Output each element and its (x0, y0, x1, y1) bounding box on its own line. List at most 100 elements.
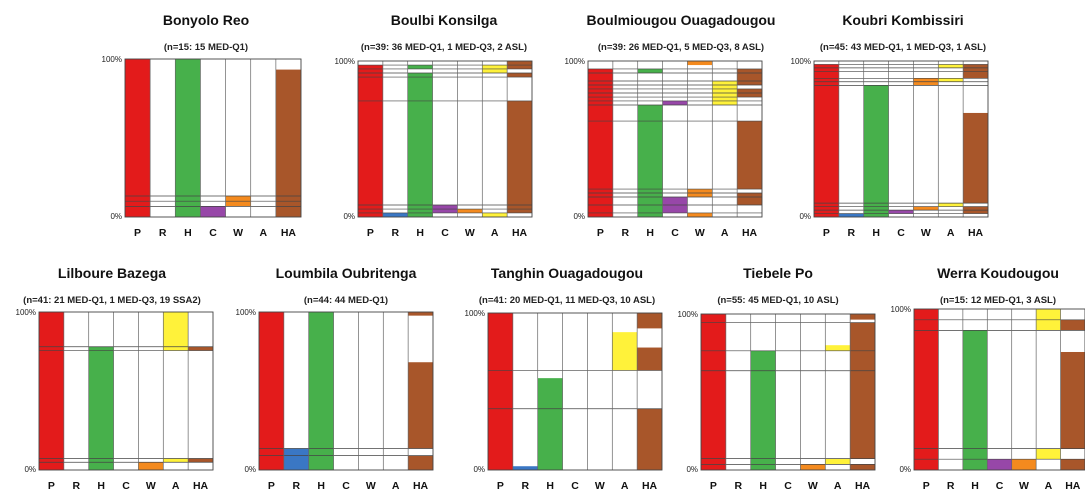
x-tick-label: W (366, 480, 376, 492)
x-tick-label: P (823, 227, 830, 239)
bar-segment-a-1 (612, 332, 638, 371)
bar-segment-a-2 (938, 78, 964, 82)
x-tick-label: C (671, 227, 679, 239)
bar-segment-r-1 (382, 212, 408, 217)
plot-frame (487, 312, 663, 471)
bar-segment-r-1 (838, 213, 864, 217)
panel-subtitle: (n=55: 45 MED-Q1, 10 ASL) (717, 295, 838, 306)
y-tick-label: 100% (791, 57, 811, 66)
bar-segment-c-1 (888, 210, 914, 214)
x-tick-label: H (646, 227, 654, 239)
bar-segment-r-1 (512, 466, 538, 470)
plot-frame (700, 313, 876, 471)
y-tick-label: 100% (465, 309, 485, 318)
bar-segment-ha-1 (637, 408, 662, 470)
x-tick-label: P (134, 227, 141, 239)
bar-segment-w-3 (687, 61, 713, 66)
bar-segment-p-1 (488, 313, 513, 470)
x-tick-label: H (759, 480, 767, 492)
bar-segment-a-1 (825, 458, 851, 465)
bar-segment-ha-3 (408, 312, 433, 316)
panel-title: Tanghin Ouagadougou (491, 265, 643, 281)
bar-segment-h-1 (750, 350, 776, 470)
y-tick-label: 100% (102, 55, 122, 64)
bar-segment-r-1 (283, 448, 309, 470)
x-tick-label: W (1019, 480, 1029, 492)
panel-6: Loumbila Oubritenga (n=44: 44 MED-Q1) 100%… (236, 265, 434, 492)
bar-segment-ha-2 (637, 347, 662, 371)
bar-segment-ha-2 (507, 73, 532, 78)
bar-segment-w-1 (800, 464, 826, 470)
y-tick-label: 0% (343, 212, 355, 221)
bar-segment-ha-3 (637, 313, 662, 329)
x-tick-label: HA (642, 480, 658, 492)
x-tick-label: P (48, 480, 55, 492)
panel-9: Werra Koudougou (n=15: 12 MED-Q1, 3 ASL) 1… (891, 265, 1085, 492)
panel-3: Boulmiougou Ouagadougou (n=39: 26 MED-Q1,… (565, 12, 776, 239)
panel-subtitle: (n=15: 12 MED-Q1, 3 ASL) (940, 295, 1056, 306)
x-tick-label: HA (281, 227, 297, 239)
panel-title: Loumbila Oubritenga (276, 265, 417, 281)
x-tick-label: C (897, 227, 905, 239)
y-tick-label: 0% (473, 465, 485, 474)
plot-frame (913, 308, 1085, 471)
bar-segment-h-1 (175, 59, 201, 217)
x-tick-label: A (947, 227, 955, 239)
x-tick-label: A (172, 480, 180, 492)
bar-segment-ha-3 (850, 314, 875, 320)
bar-segment-ha-1 (737, 192, 762, 205)
plot-frame (813, 60, 989, 218)
panel-4: Koubri Kombissiri (n=45: 43 MED-Q1, 1 MED… (791, 12, 989, 239)
panel-title: Werra Koudougou (937, 265, 1059, 281)
panel-2: Boulbi Konsilga (n=39: 36 MED-Q1, 1 MED-Q… (335, 12, 533, 239)
bar-segment-a-1 (938, 203, 964, 207)
bar-segment-p-1 (701, 314, 726, 470)
bar-segment-c-1 (200, 206, 226, 217)
x-tick-label: C (209, 227, 217, 239)
panel-subtitle: (n=39: 36 MED-Q1, 1 MED-Q3, 2 ASL) (361, 42, 527, 53)
x-tick-label: W (146, 480, 156, 492)
bar-segment-ha-2 (737, 121, 762, 190)
bar-segment-ha-1 (850, 464, 875, 470)
x-tick-label: W (465, 227, 475, 239)
panel-title: Tiebele Po (743, 265, 813, 281)
bar-segment-ha-1 (507, 100, 532, 213)
bar-segment-ha-2 (1060, 351, 1085, 449)
bar-segment-a-2 (825, 345, 851, 351)
x-tick-label: C (571, 480, 579, 492)
y-tick-label: 0% (799, 212, 811, 221)
plot-frame (587, 60, 763, 218)
panel-1: Bonyolo Reo (n=15: 15 MED-Q1) 100% 0% P R H C W A… (102, 12, 302, 239)
x-tick-label: R (621, 227, 629, 239)
plot-frame (38, 311, 214, 471)
y-tick-label: 100% (891, 305, 911, 314)
bar-segment-c-2 (662, 100, 688, 105)
bar-segment-w-1 (687, 212, 713, 217)
y-tick-label: 100% (335, 57, 355, 66)
bar-segment-ha-1 (188, 458, 213, 463)
x-tick-label: W (233, 227, 243, 239)
x-tick-label: P (710, 480, 717, 492)
x-tick-label: HA (512, 227, 528, 239)
x-tick-label: A (1045, 480, 1053, 492)
x-tick-label: A (621, 480, 629, 492)
x-tick-label: HA (193, 480, 209, 492)
bar-segment-h-1 (88, 346, 114, 470)
bar-segment-ha-2 (408, 362, 433, 449)
y-tick-label: 0% (686, 465, 698, 474)
y-tick-label: 0% (110, 212, 122, 221)
x-tick-label: R (159, 227, 167, 239)
bar-segment-p-1 (259, 312, 284, 470)
bar-segment-a-2 (163, 312, 189, 351)
x-tick-label: R (847, 227, 855, 239)
y-tick-label: 100% (16, 308, 36, 317)
panel-subtitle: (n=15: 15 MED-Q1) (164, 42, 248, 53)
panel-subtitle: (n=45: 43 MED-Q1, 1 MED-Q3, 1 ASL) (820, 42, 986, 53)
bar-segment-c-1 (987, 459, 1012, 470)
x-tick-label: W (595, 480, 605, 492)
bar-segment-p-1 (914, 309, 939, 470)
x-tick-label: P (497, 480, 504, 492)
y-tick-label: 0% (24, 465, 36, 474)
x-tick-label: HA (742, 227, 758, 239)
bar-segment-w-1 (1011, 459, 1037, 470)
